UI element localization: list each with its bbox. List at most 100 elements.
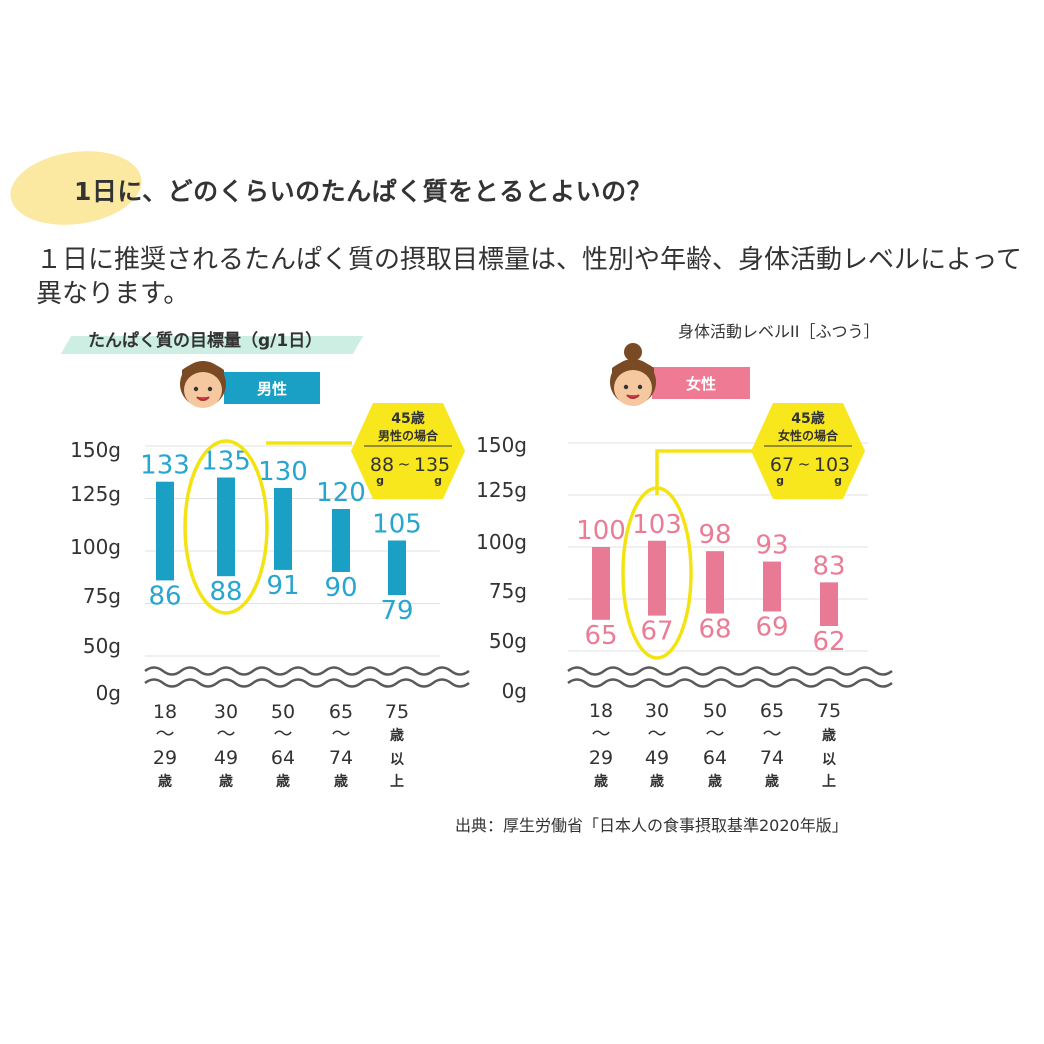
male-bar-upper-label: 130 <box>258 457 308 487</box>
female-axis-break-wave <box>567 678 893 688</box>
female-bar <box>820 582 838 627</box>
female-x-tick-label: 〜 <box>705 723 724 745</box>
female-x-tick-label: 64 <box>703 747 727 769</box>
female-bar <box>592 547 610 620</box>
male-callout-age: 45歳 <box>391 410 424 427</box>
female-x-tick-label: 〜 <box>591 723 610 745</box>
female-callout-unit-low: g <box>776 474 784 487</box>
male-x-tick-label: 歳 <box>219 773 233 790</box>
female-bar-lower-label: 65 <box>584 621 617 651</box>
female-x-tick-label: 29 <box>589 747 613 769</box>
male-callout-subject: 男性の場合 <box>378 428 439 443</box>
female-callout-hexagon <box>751 403 865 499</box>
male-mouth <box>196 396 210 401</box>
female-x-tick-label: 以 <box>822 752 836 768</box>
female-fringe <box>612 360 654 380</box>
female-callout-low: 67 <box>770 454 794 476</box>
female-x-tick-label: 65 <box>760 700 784 722</box>
male-y-tick-label: 100g <box>70 535 121 559</box>
female-eye-right <box>637 384 643 390</box>
female-legend-label: 女性 <box>686 375 716 393</box>
female-y-tick-label: 100g <box>476 530 527 554</box>
intro-text: １日に推奨されるたんぱく質の摂取目標量は、性別や年齢、身体活動レベルによって異な… <box>36 245 1022 309</box>
female-y-tick-label: 50g <box>489 629 527 653</box>
male-eye-right <box>207 386 213 392</box>
female-hair-bun <box>624 343 642 361</box>
male-face-skin <box>184 372 222 408</box>
male-y-tick-label: 150g <box>70 438 121 462</box>
female-y-tick-label: 0g <box>502 679 527 703</box>
male-bar <box>388 540 406 596</box>
male-axis-break-wave <box>144 678 470 688</box>
female-x-tick-label: 18 <box>589 700 613 722</box>
male-eye-left <box>193 386 199 392</box>
male-callout-hexagon <box>351 403 465 499</box>
male-bar <box>332 509 350 572</box>
male-x-tick-label: 〜 <box>273 723 292 745</box>
female-callout-subject: 女性の場合 <box>778 428 839 443</box>
male-callout-low: 88 <box>370 454 394 476</box>
female-x-tick-label: 〜 <box>647 723 666 745</box>
source-note: 出典：厚生労働省「日本人の食事摂取基準2020年版」 <box>455 816 848 835</box>
male-x-tick-label: 65 <box>329 701 353 723</box>
male-x-tick-label: 歳 <box>334 773 348 790</box>
male-axis-break-wave <box>144 666 470 676</box>
male-x-tick-label: 〜 <box>155 723 174 745</box>
male-y-tick-label: 0g <box>96 681 121 705</box>
female-x-tick-label: 30 <box>645 700 669 722</box>
female-bar-upper-label: 100 <box>576 516 626 546</box>
female-x-tick-label: 歳 <box>594 773 608 790</box>
male-x-tick-label: 歳 <box>390 727 404 744</box>
male-bar-upper-label: 120 <box>316 478 366 508</box>
female-avatar <box>610 343 656 406</box>
female-x-tick-label: 〜 <box>762 723 781 745</box>
male-bar-upper-label: 105 <box>372 510 422 540</box>
male-x-tick-label: 64 <box>271 747 295 769</box>
female-y-tick-label: 125g <box>476 478 527 502</box>
female-bar-lower-label: 68 <box>698 615 731 645</box>
male-x-tick-label: 〜 <box>331 723 350 745</box>
female-callout-high: 103 <box>814 454 850 476</box>
female-callout-connector <box>655 449 752 495</box>
female-x-tick-label: 歳 <box>708 773 722 790</box>
male-x-tick-label: 29 <box>153 747 177 769</box>
female-y-tick-label: 150g <box>476 433 527 457</box>
male-bar-upper-label: 133 <box>140 451 190 481</box>
female-bar-upper-label: 93 <box>755 531 788 561</box>
female-callout-age: 45歳 <box>791 410 824 427</box>
female-bar-upper-label: 103 <box>632 510 682 540</box>
male-bar <box>156 481 174 581</box>
male-callout-high: 135 <box>414 454 450 476</box>
male-x-tick-label: 上 <box>390 774 404 790</box>
female-bar <box>763 561 781 612</box>
female-x-tick-label: 歳 <box>765 773 779 790</box>
male-x-tick-label: 30 <box>214 701 238 723</box>
male-x-tick-label: 74 <box>329 747 353 769</box>
female-x-tick-label: 74 <box>760 747 784 769</box>
female-y-tick-label: 75g <box>489 579 527 603</box>
male-legend-label: 男性 <box>257 380 287 398</box>
activity-level-label: 身体活動レベルII［ふつう］ <box>678 322 880 341</box>
female-axis-break-wave <box>567 666 893 676</box>
male-avatar <box>180 361 226 408</box>
female-bar <box>648 540 666 616</box>
female-face-skin <box>614 370 652 406</box>
male-y-tick-label: 50g <box>83 634 121 658</box>
male-bar <box>217 477 235 577</box>
male-bar-lower-label: 91 <box>266 571 299 601</box>
male-bar-lower-label: 79 <box>380 596 413 626</box>
female-bar-lower-label: 67 <box>640 617 673 647</box>
male-bar-lower-label: 86 <box>148 581 181 611</box>
female-callout-unit-high: g <box>834 474 842 487</box>
female-legend-badge <box>652 367 750 399</box>
male-x-tick-label: 49 <box>214 747 238 769</box>
male-fringe <box>182 362 224 382</box>
female-bar-upper-label: 83 <box>812 551 845 581</box>
female-eye-left <box>623 384 629 390</box>
male-bar <box>274 488 292 570</box>
chart-band-title: たんぱく質の目標量（g/1日） <box>88 331 323 351</box>
male-x-tick-label: 75 <box>385 701 409 723</box>
male-bar-lower-label: 90 <box>324 573 357 603</box>
male-y-tick-label: 75g <box>83 584 121 608</box>
